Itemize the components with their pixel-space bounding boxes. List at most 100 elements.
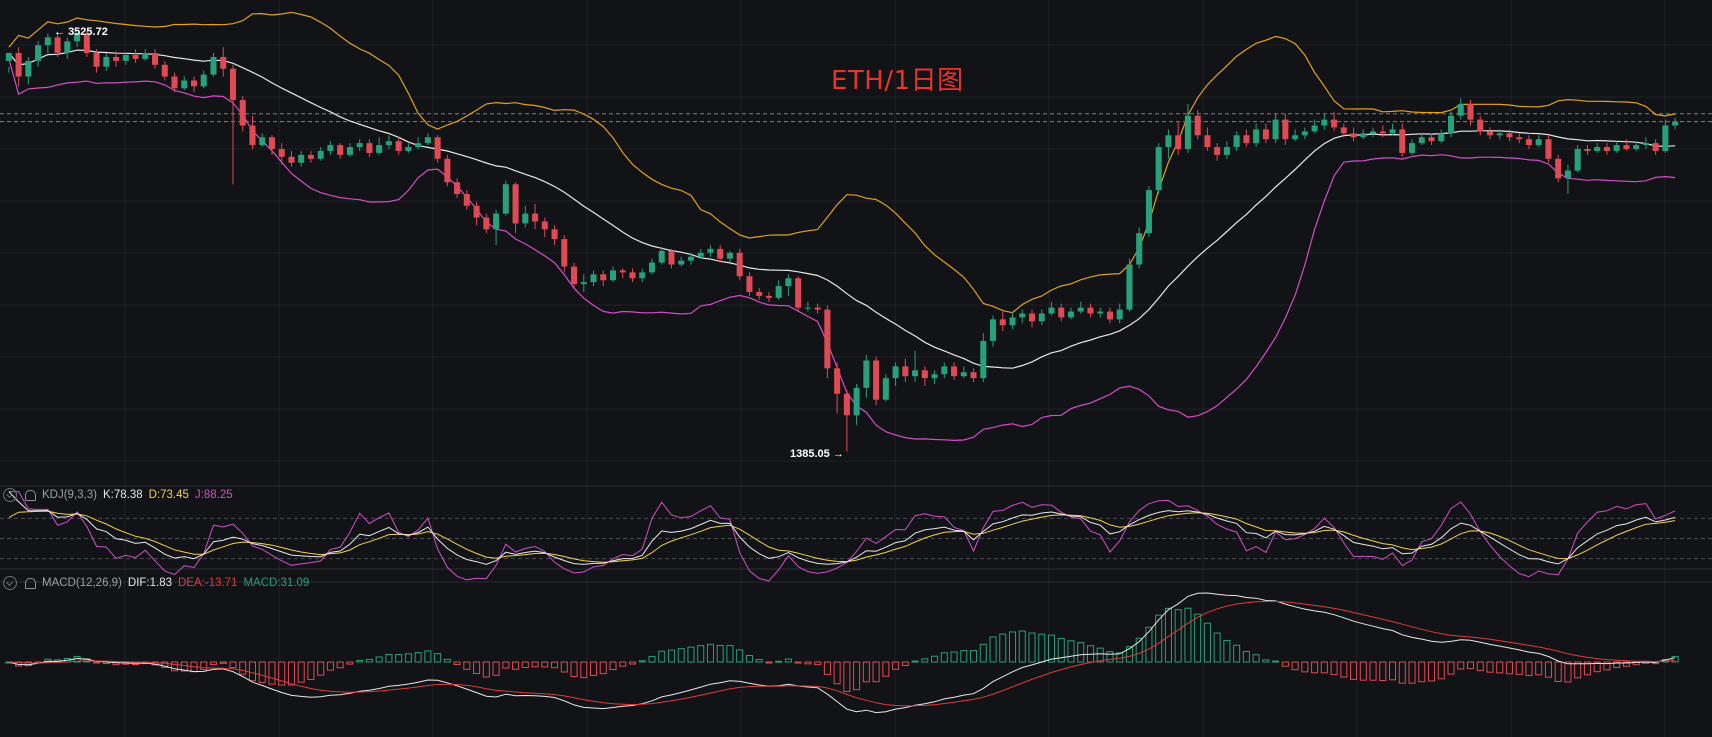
candle[interactable]	[834, 362, 841, 414]
candle[interactable]	[814, 303, 821, 314]
candle[interactable]	[317, 147, 324, 161]
candle[interactable]	[200, 70, 207, 89]
candle[interactable]	[307, 150, 314, 163]
candle[interactable]	[1496, 129, 1503, 140]
candle[interactable]	[1603, 143, 1610, 155]
alert-bell-icon[interactable]	[25, 489, 36, 501]
candle[interactable]	[385, 135, 392, 149]
candle[interactable]	[346, 143, 353, 157]
candle[interactable]	[113, 51, 120, 67]
candle[interactable]	[600, 270, 607, 287]
candle[interactable]	[5, 53, 12, 73]
candle[interactable]	[181, 76, 188, 91]
candle[interactable]	[327, 141, 334, 155]
candle[interactable]	[619, 268, 626, 279]
candle[interactable]	[434, 135, 441, 163]
candle[interactable]	[454, 178, 461, 198]
candle[interactable]	[83, 31, 90, 57]
candle[interactable]	[785, 274, 792, 296]
candle[interactable]	[1116, 303, 1123, 324]
candle[interactable]	[873, 356, 880, 406]
candle[interactable]	[1389, 123, 1396, 136]
candle[interactable]	[687, 252, 694, 265]
candle[interactable]	[1194, 109, 1201, 140]
candle[interactable]	[1399, 123, 1406, 157]
candle[interactable]	[1067, 307, 1075, 320]
candle[interactable]	[1564, 164, 1571, 195]
candle[interactable]	[502, 180, 509, 216]
candle[interactable]	[853, 384, 860, 426]
candle[interactable]	[229, 64, 237, 185]
candle[interactable]	[941, 362, 948, 379]
candle[interactable]	[1662, 119, 1669, 153]
candle[interactable]	[1438, 129, 1445, 144]
candle[interactable]	[912, 350, 919, 383]
candle[interactable]	[288, 150, 295, 167]
candle[interactable]	[541, 217, 548, 238]
candle[interactable]	[103, 53, 110, 71]
candle[interactable]	[951, 362, 958, 381]
candle[interactable]	[1633, 141, 1640, 151]
candle[interactable]	[639, 268, 646, 283]
candle[interactable]	[1262, 123, 1269, 144]
candle[interactable]	[960, 366, 967, 379]
candle[interactable]	[1038, 309, 1045, 326]
candle[interactable]	[970, 368, 977, 383]
candle[interactable]	[658, 246, 665, 265]
candle[interactable]	[483, 213, 490, 234]
candle[interactable]	[1019, 309, 1026, 324]
candle[interactable]	[356, 139, 363, 151]
candle[interactable]	[122, 53, 129, 65]
candle[interactable]	[444, 154, 451, 187]
candle[interactable]	[1584, 145, 1591, 155]
candle[interactable]	[395, 137, 402, 155]
candle[interactable]	[775, 280, 782, 300]
candle[interactable]	[580, 274, 587, 292]
candle[interactable]	[337, 143, 344, 159]
candle[interactable]	[249, 115, 256, 149]
candle[interactable]	[463, 190, 470, 210]
candle[interactable]	[1613, 141, 1620, 153]
candle[interactable]	[882, 374, 889, 402]
candle[interactable]	[707, 244, 714, 257]
candle[interactable]	[298, 150, 305, 167]
candle[interactable]	[35, 41, 42, 67]
candle[interactable]	[1457, 98, 1464, 120]
candle[interactable]	[1321, 113, 1328, 130]
candle[interactable]	[415, 137, 422, 149]
candle[interactable]	[980, 333, 987, 383]
candle[interactable]	[843, 389, 850, 452]
candle[interactable]	[1126, 258, 1133, 312]
candle[interactable]	[1447, 111, 1455, 138]
candle[interactable]	[132, 49, 139, 63]
candle[interactable]	[1106, 307, 1113, 324]
collapse-toggle-icon[interactable]	[3, 488, 17, 502]
candle[interactable]	[1545, 135, 1552, 163]
candle[interactable]	[220, 47, 227, 77]
candle[interactable]	[1506, 129, 1513, 142]
candle[interactable]	[190, 76, 198, 93]
candle[interactable]	[64, 37, 71, 59]
candle[interactable]	[678, 256, 685, 267]
candle[interactable]	[1340, 123, 1347, 138]
candle[interactable]	[697, 248, 704, 259]
candle[interactable]	[1516, 133, 1523, 144]
candle[interactable]	[1418, 133, 1425, 146]
candle[interactable]	[1350, 127, 1357, 142]
candle[interactable]	[268, 135, 275, 155]
candle[interactable]	[15, 47, 22, 87]
candle[interactable]	[590, 270, 597, 287]
candle[interactable]	[1097, 307, 1104, 318]
candle[interactable]	[1009, 311, 1016, 330]
candle[interactable]	[142, 49, 149, 61]
candle[interactable]	[931, 370, 938, 384]
candle[interactable]	[171, 72, 178, 93]
candle[interactable]	[1184, 103, 1191, 153]
candle[interactable]	[1048, 301, 1055, 316]
candle[interactable]	[74, 32, 81, 48]
alert-bell-icon[interactable]	[25, 577, 36, 589]
candle[interactable]	[1360, 129, 1367, 140]
candle[interactable]	[210, 53, 217, 77]
candle[interactable]	[1272, 113, 1279, 144]
candle[interactable]	[668, 248, 675, 269]
